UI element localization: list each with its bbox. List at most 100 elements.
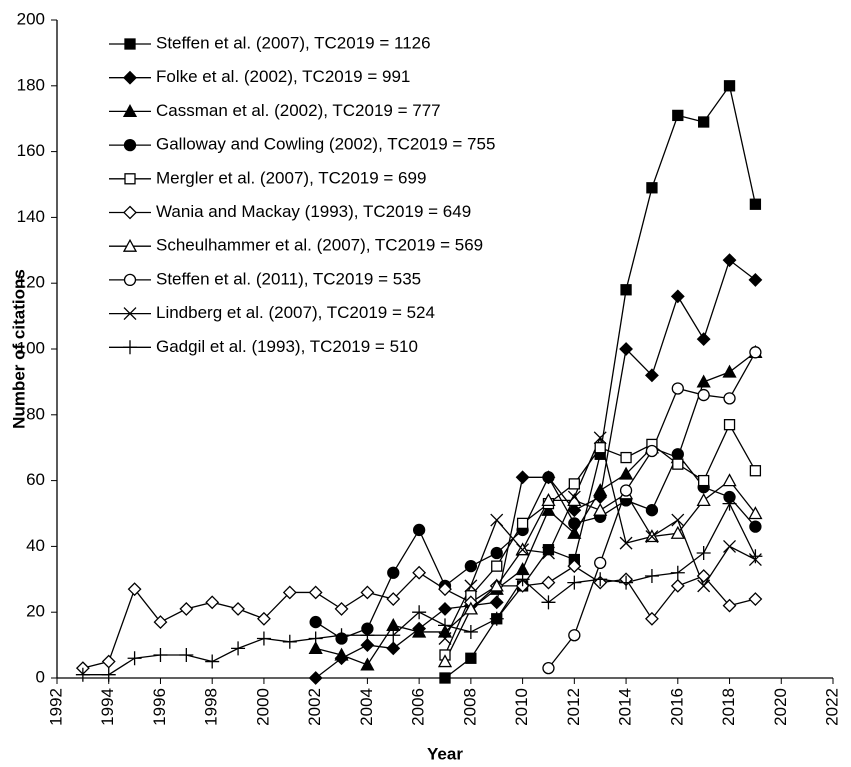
marker [463,601,478,615]
marker [568,517,581,530]
x-tick-label: 2006 [409,688,428,726]
marker [308,671,323,685]
marker [696,545,711,560]
marker [464,559,478,573]
marker [541,492,556,506]
marker [360,628,375,643]
x-tick-label: 1998 [202,688,221,726]
legend-marker [124,173,136,185]
marker [438,601,452,616]
marker [619,536,633,550]
x-tick-label: 2020 [771,688,790,726]
marker [645,504,659,517]
legend-label: Wania and Mackay (1993), TC2019 = 649 [156,202,471,221]
marker [334,647,349,661]
marker [542,544,555,556]
marker [697,579,711,593]
legend-marker [123,70,137,85]
marker [619,575,634,590]
marker [541,595,556,610]
y-tick-label: 60 [26,470,45,489]
marker [127,582,142,597]
marker [748,549,763,564]
y-tick-label: 40 [26,536,45,555]
legend-label: Lindberg et al. (2007), TC2019 = 524 [156,303,435,322]
marker [334,628,349,643]
x-axis-label: Year [427,744,463,763]
marker [541,575,556,590]
marker [438,618,452,633]
legend-label: Steffen et al. (2007), TC2019 = 1126 [156,33,431,52]
x-tick-label: 1994 [98,688,117,726]
marker [671,382,684,395]
marker [722,253,737,268]
x-tick-label: 2000 [253,688,272,726]
marker [386,641,401,656]
marker [516,543,530,557]
y-tick-label: 0 [36,667,45,686]
marker [671,513,685,527]
marker [438,582,452,597]
legend-marker [123,205,137,220]
marker [567,525,582,539]
marker [491,560,503,572]
marker [696,374,711,388]
x-tick-label: 2018 [719,688,738,726]
marker [723,419,736,431]
marker [465,652,477,664]
x-tick-label: 2008 [460,688,479,726]
marker [593,483,608,497]
marker [748,592,763,606]
marker [723,80,736,92]
series-line [315,453,756,640]
marker [645,611,659,626]
marker [696,492,711,506]
marker [282,634,297,649]
marker [516,517,529,530]
marker [515,470,530,485]
marker [568,629,581,642]
y-tick-label: 180 [17,75,45,94]
marker [489,595,504,610]
marker [671,448,684,461]
legend-label: Scheulhammer et al. (2007), TC2019 = 569 [156,236,483,255]
legend-label: Cassman et al. (2002), TC2019 = 777 [156,101,441,120]
marker [541,502,556,516]
marker [645,444,659,458]
marker [464,579,478,593]
marker [697,388,710,402]
marker [722,364,737,378]
marker [749,198,762,210]
y-tick-label: 200 [17,9,45,28]
y-tick-label: 80 [26,404,45,423]
marker [308,641,323,655]
series-line [315,351,756,666]
marker [101,654,116,669]
marker [489,578,504,592]
marker [646,182,658,194]
marker [179,647,194,662]
marker [670,565,685,580]
legend-marker [122,238,138,252]
marker [567,490,581,504]
x-tick-label: 2012 [564,688,583,726]
marker [670,525,685,539]
marker [723,539,736,553]
marker [153,647,168,662]
marker [619,342,633,356]
marker [722,598,737,613]
x-tick-label: 1992 [46,688,65,726]
legend-marker [123,307,137,321]
marker [437,654,453,668]
legend-label: Steffen et al. (2011), TC2019 = 535 [156,269,421,288]
y-axis-label: Number of citations [9,269,28,429]
marker [490,546,503,560]
x-tick-label: 2004 [357,688,376,726]
marker [412,523,426,537]
marker [749,465,762,477]
marker [542,471,555,484]
marker [723,392,736,405]
marker [567,503,582,518]
marker [387,566,400,579]
